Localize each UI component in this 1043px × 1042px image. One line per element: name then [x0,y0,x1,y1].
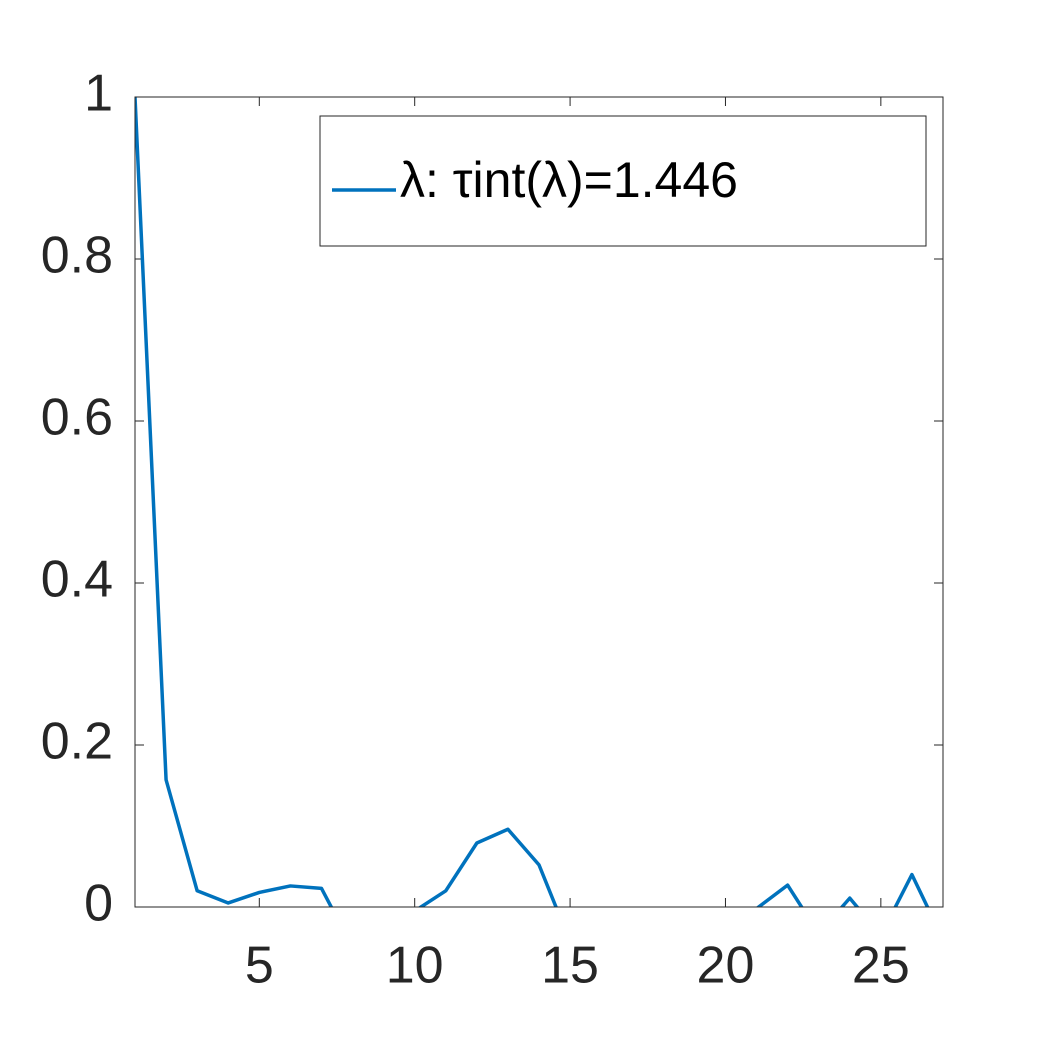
plot-frame [134,96,944,908]
y-tick-label: 0.2 [41,713,113,771]
x-tick-label: 5 [245,937,274,995]
y-tick-label: 0.6 [41,389,113,447]
x-tick-label: 20 [697,937,755,995]
y-tick-label: 0.4 [41,551,113,609]
y-tick-label: 0 [84,875,113,933]
y-tick-label: 0.8 [41,227,113,285]
legend-label: λ: τint(λ)=1.446 [400,152,738,208]
legend-box [319,115,927,247]
x-tick-label: 15 [541,937,599,995]
y-tick-label: 1 [84,65,113,123]
x-tick-label: 25 [852,937,910,995]
x-tick-label: 10 [386,937,444,995]
data-line [135,97,930,907]
